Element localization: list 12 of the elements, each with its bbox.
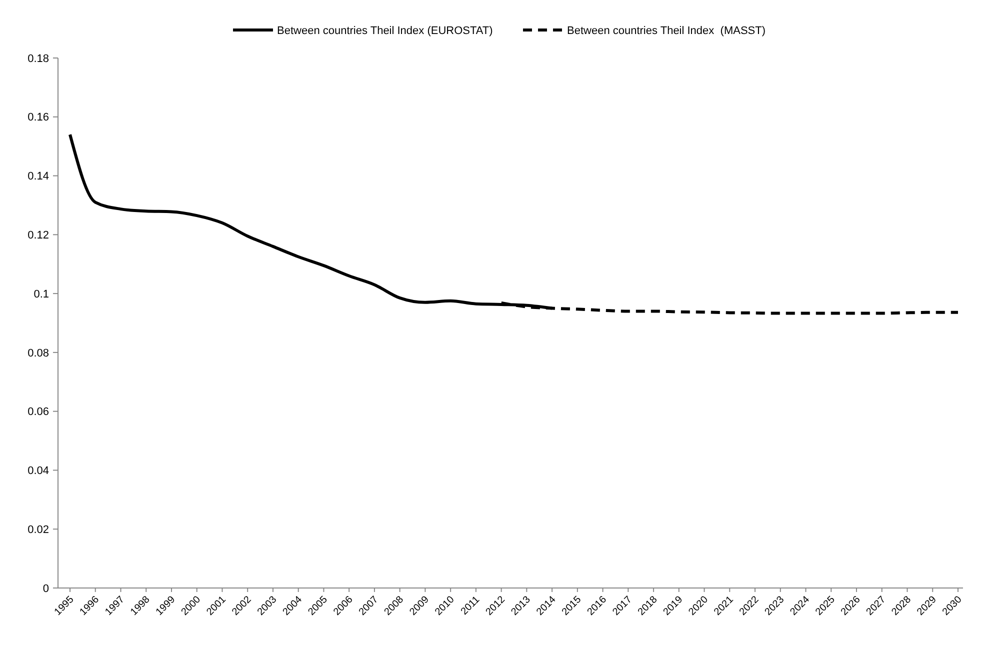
y-tick-label: 0.14 bbox=[28, 170, 49, 183]
y-tick-label: 0.02 bbox=[28, 524, 49, 536]
y-tick-label: 0.08 bbox=[28, 347, 49, 360]
legend-label: Between countries Theil Index (MASST) bbox=[567, 24, 766, 37]
y-tick-label: 0.16 bbox=[28, 112, 49, 124]
legend-label: Between countries Theil Index (EUROSTAT) bbox=[277, 24, 493, 37]
y-tick-label: 0.06 bbox=[28, 406, 49, 418]
y-tick-label: 0.04 bbox=[28, 465, 49, 478]
y-tick-label: 0 bbox=[42, 582, 49, 595]
y-tick-label: 0.1 bbox=[34, 288, 49, 300]
y-tick-label: 0.18 bbox=[28, 52, 49, 65]
y-tick-label: 0.12 bbox=[28, 230, 49, 242]
